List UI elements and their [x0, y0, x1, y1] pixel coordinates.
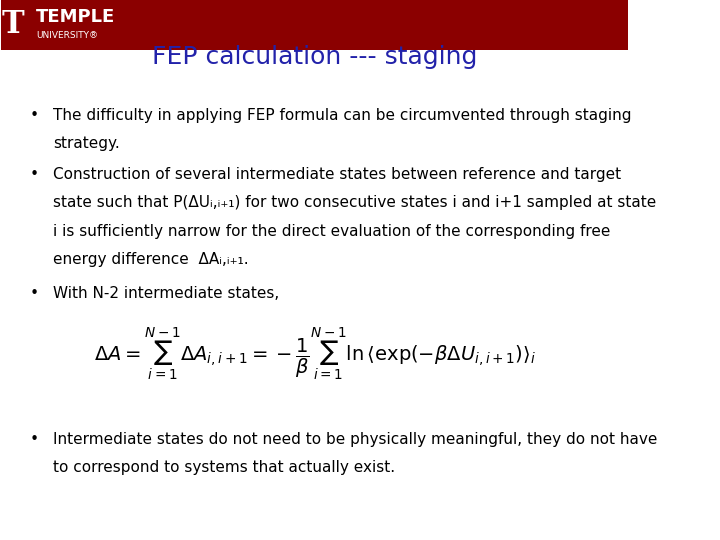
- FancyBboxPatch shape: [1, 0, 628, 50]
- Text: FEP calculation --- staging: FEP calculation --- staging: [152, 45, 477, 69]
- Text: energy difference  ΔAᵢ,ᵢ₊₁.: energy difference ΔAᵢ,ᵢ₊₁.: [53, 252, 248, 267]
- Text: state such that P(ΔUᵢ,ᵢ₊₁) for two consecutive states i and i+1 sampled at state: state such that P(ΔUᵢ,ᵢ₊₁) for two conse…: [53, 195, 656, 211]
- Text: •: •: [30, 286, 39, 301]
- Text: T: T: [1, 9, 24, 40]
- Text: UNIVERSITY®: UNIVERSITY®: [36, 31, 98, 40]
- Text: The difficulty in applying FEP formula can be circumvented through staging: The difficulty in applying FEP formula c…: [53, 108, 631, 123]
- Text: •: •: [30, 167, 39, 183]
- Text: Construction of several intermediate states between reference and target: Construction of several intermediate sta…: [53, 167, 621, 183]
- Text: to correspond to systems that actually exist.: to correspond to systems that actually e…: [53, 460, 395, 475]
- Text: TEMPLE: TEMPLE: [36, 9, 115, 26]
- Text: •: •: [30, 108, 39, 123]
- Text: strategy.: strategy.: [53, 136, 120, 151]
- Text: •: •: [30, 432, 39, 447]
- Text: Intermediate states do not need to be physically meaningful, they do not have: Intermediate states do not need to be ph…: [53, 432, 657, 447]
- Text: i is sufficiently narrow for the direct evaluation of the corresponding free: i is sufficiently narrow for the direct …: [53, 224, 610, 239]
- Text: $\Delta A = \sum_{i=1}^{N-1}\Delta A_{i,i+1} = -\dfrac{1}{\beta}\sum_{i=1}^{N-1}: $\Delta A = \sum_{i=1}^{N-1}\Delta A_{i,…: [94, 325, 536, 382]
- Text: With N-2 intermediate states,: With N-2 intermediate states,: [53, 286, 279, 301]
